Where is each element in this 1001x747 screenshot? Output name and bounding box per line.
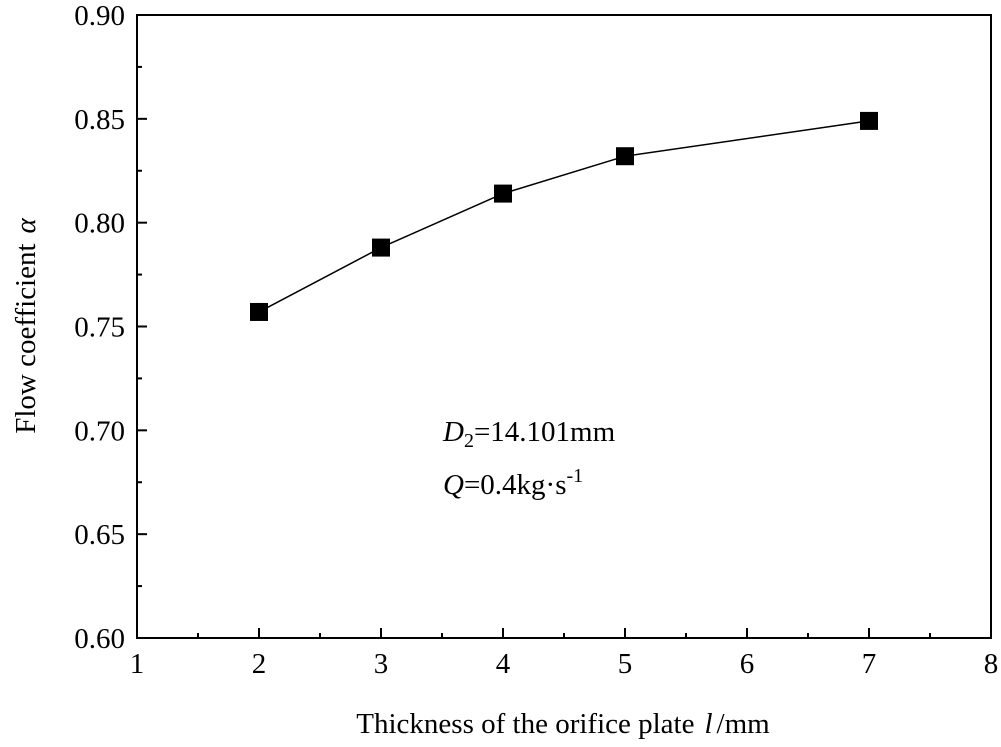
series-line [258,120,870,313]
y-tick-label: 0.60 [74,623,125,655]
annotation-flow-rate: Q=0.4kg·s-1 [443,465,583,501]
x-axis-title-text: Thickness of the orifice plate [356,708,694,740]
x-tick-label: 5 [618,648,633,680]
data-point-marker [860,111,878,130]
x-axis-unit: /mm [717,708,771,740]
series-group [250,111,878,321]
y-tick-label: 0.75 [74,312,125,344]
y-axis-title-text: Flow coefficient [10,243,42,433]
y-axis-symbol: α [10,217,42,233]
annotation-diameter-value: =14.101mm [474,416,616,448]
annotation-diameter-symbol: D [442,416,464,448]
x-tick-label: 8 [984,648,999,680]
y-tick-label: 0.85 [74,104,125,136]
data-point-marker [616,147,634,166]
annotation-diameter: D2=14.101mm [442,416,616,452]
y-tick-label: 0.65 [74,519,125,551]
plot-frame [136,14,992,639]
annotation-flow-rate-superscript: -1 [567,465,584,487]
x-tick-label: 6 [740,648,755,680]
y-axis-title: Flow coefficient α [10,217,42,433]
axis-ticks [136,14,992,639]
axis-tick-labels: 1 2 3 4 5 6 7 8 0.60 0.65 0.70 0.75 0.80 0.85 0.90 [74,0,998,680]
annotation-flow-rate-symbol: Q [443,469,464,501]
y-tick-label: 0.90 [74,0,125,32]
y-tick-label: 0.70 [74,415,125,447]
x-tick-label: 4 [496,648,511,680]
data-point-marker [250,302,268,321]
y-tick-label: 0.80 [74,208,125,240]
x-tick-label: 7 [862,648,877,680]
annotation-flow-rate-value: =0.4kg·s [464,469,567,501]
data-point-marker [494,184,512,203]
x-tick-label: 3 [374,648,389,680]
x-axis-title: Thickness of the orifice plate l/mm [356,708,770,740]
x-axis-symbol: l [704,708,712,740]
data-point-marker [372,238,390,257]
x-tick-label: 2 [252,648,267,680]
x-tick-label: 1 [130,648,145,680]
annotation-diameter-subscript: 2 [464,430,474,452]
